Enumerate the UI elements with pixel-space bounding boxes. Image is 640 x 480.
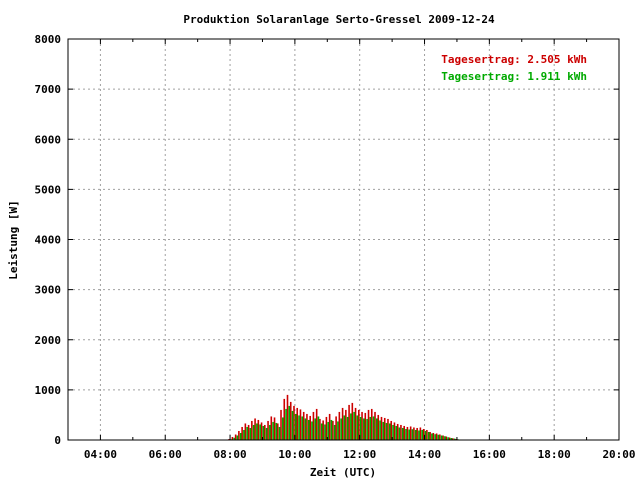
y-axis-label: Leistung [W]	[7, 200, 20, 279]
y-tick-label: 0	[54, 434, 61, 447]
y-tick-label: 6000	[35, 133, 62, 146]
y-tick-label: 5000	[35, 183, 62, 196]
x-tick-label: 20:00	[602, 448, 635, 461]
y-tick-label: 4000	[35, 234, 62, 247]
x-tick-label: 12:00	[343, 448, 376, 461]
grid-lines	[68, 39, 619, 440]
x-tick-label: 08:00	[213, 448, 246, 461]
y-tick-label: 7000	[35, 83, 62, 96]
bars	[228, 394, 462, 440]
x-tick-label: 04:00	[84, 448, 117, 461]
x-tick-label: 16:00	[473, 448, 506, 461]
x-tick-label: 10:00	[278, 448, 311, 461]
legend-entry-1: Tagesertrag: 2.505 kWh	[441, 53, 587, 66]
x-tick-label: 06:00	[149, 448, 182, 461]
y-tick-label: 3000	[35, 284, 62, 297]
y-ticks: 0 1000 2000 3000 4000 5000 6000 7000 8000	[35, 33, 619, 447]
x-axis-label: Zeit (UTC)	[310, 466, 376, 479]
x-tick-label: 18:00	[538, 448, 571, 461]
x-tick-label: 14:00	[408, 448, 441, 461]
legend: Tagesertrag: 2.505 kWh Tagesertrag: 1.911…	[441, 53, 587, 83]
plot-frame	[67, 38, 620, 441]
chart-title: Produktion Solaranlage Serto-Gressel 200…	[183, 13, 495, 26]
x-ticks: 04:00 06:00 08:00 10:00 12:00 14:00 16:00 18:00…	[67, 39, 636, 461]
legend-entry-2: Tagesertrag: 1.911 kWh	[441, 70, 587, 83]
y-tick-label: 1000	[35, 384, 62, 397]
y-tick-label: 8000	[35, 33, 62, 46]
y-tick-label: 2000	[35, 334, 62, 347]
